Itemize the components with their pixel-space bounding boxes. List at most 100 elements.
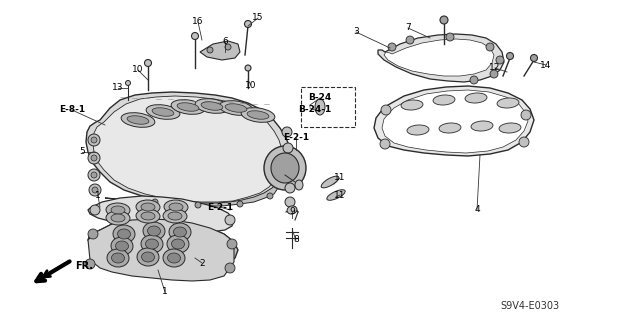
Text: 6: 6 <box>222 38 228 47</box>
Ellipse shape <box>407 125 429 135</box>
Polygon shape <box>382 90 528 153</box>
Ellipse shape <box>106 211 130 225</box>
Text: E-2-1: E-2-1 <box>283 133 309 143</box>
Ellipse shape <box>137 248 159 266</box>
Ellipse shape <box>121 113 155 127</box>
Circle shape <box>285 197 295 207</box>
Text: 5: 5 <box>79 147 85 157</box>
Ellipse shape <box>497 98 519 108</box>
Circle shape <box>470 76 478 84</box>
Polygon shape <box>200 41 240 60</box>
Text: S9V4-E0303: S9V4-E0303 <box>500 301 559 311</box>
Circle shape <box>283 143 293 153</box>
Ellipse shape <box>171 100 205 114</box>
Ellipse shape <box>111 237 133 255</box>
Ellipse shape <box>163 209 187 223</box>
Circle shape <box>282 127 292 137</box>
Text: 13: 13 <box>112 84 124 93</box>
Ellipse shape <box>315 99 325 115</box>
Ellipse shape <box>327 190 345 200</box>
Ellipse shape <box>141 235 163 253</box>
Polygon shape <box>384 39 494 76</box>
Text: 8: 8 <box>293 235 299 244</box>
Polygon shape <box>105 182 278 206</box>
Text: 3: 3 <box>353 27 359 36</box>
Ellipse shape <box>163 249 185 267</box>
Circle shape <box>225 263 235 273</box>
Ellipse shape <box>136 209 160 223</box>
Ellipse shape <box>287 206 297 214</box>
Ellipse shape <box>195 99 229 113</box>
Ellipse shape <box>433 95 455 105</box>
Circle shape <box>519 137 529 147</box>
Circle shape <box>506 53 513 60</box>
Circle shape <box>521 110 531 120</box>
Circle shape <box>85 259 95 269</box>
Polygon shape <box>93 96 283 202</box>
Ellipse shape <box>499 123 521 133</box>
Circle shape <box>225 215 235 225</box>
Ellipse shape <box>241 108 275 122</box>
Ellipse shape <box>107 249 129 267</box>
Circle shape <box>195 202 201 208</box>
Ellipse shape <box>169 223 191 241</box>
Ellipse shape <box>173 227 186 237</box>
Polygon shape <box>86 92 292 204</box>
Ellipse shape <box>136 200 160 214</box>
Ellipse shape <box>201 102 223 110</box>
Text: 11: 11 <box>334 190 346 199</box>
Polygon shape <box>374 86 534 156</box>
Ellipse shape <box>111 214 125 222</box>
Ellipse shape <box>169 203 183 211</box>
Circle shape <box>285 183 295 193</box>
Text: 15: 15 <box>252 13 264 23</box>
Ellipse shape <box>271 153 299 183</box>
Circle shape <box>486 43 494 51</box>
Ellipse shape <box>106 203 130 217</box>
Ellipse shape <box>164 200 188 214</box>
Text: E-8-1: E-8-1 <box>59 106 85 115</box>
Ellipse shape <box>115 241 129 251</box>
Text: B-24: B-24 <box>308 93 332 102</box>
Circle shape <box>496 56 504 64</box>
Text: 1: 1 <box>162 287 168 296</box>
Circle shape <box>89 184 101 196</box>
Ellipse shape <box>141 252 154 262</box>
Circle shape <box>388 43 396 51</box>
Ellipse shape <box>167 235 189 253</box>
Polygon shape <box>378 34 504 82</box>
Circle shape <box>191 33 198 40</box>
Circle shape <box>446 33 454 41</box>
Circle shape <box>406 36 414 44</box>
Ellipse shape <box>141 212 155 220</box>
Ellipse shape <box>321 176 339 188</box>
Text: 2: 2 <box>199 258 205 268</box>
Circle shape <box>244 20 252 27</box>
Circle shape <box>227 239 237 249</box>
Circle shape <box>88 134 100 146</box>
Circle shape <box>90 205 100 215</box>
Ellipse shape <box>401 100 423 110</box>
Ellipse shape <box>113 225 135 243</box>
Ellipse shape <box>172 239 184 249</box>
Circle shape <box>91 172 97 178</box>
Circle shape <box>237 201 243 207</box>
Circle shape <box>91 137 97 143</box>
Circle shape <box>125 80 131 85</box>
Ellipse shape <box>295 180 303 190</box>
Ellipse shape <box>264 146 306 190</box>
Ellipse shape <box>111 253 125 263</box>
Ellipse shape <box>145 239 159 249</box>
Circle shape <box>88 229 98 239</box>
Text: E-2-1: E-2-1 <box>207 203 233 211</box>
Text: B-24-1: B-24-1 <box>298 106 332 115</box>
Text: 9: 9 <box>289 207 295 217</box>
Ellipse shape <box>143 222 165 240</box>
Ellipse shape <box>111 206 125 214</box>
Circle shape <box>91 155 97 161</box>
Ellipse shape <box>439 123 461 133</box>
Ellipse shape <box>177 103 199 111</box>
Ellipse shape <box>465 93 487 103</box>
Circle shape <box>92 187 98 193</box>
Text: FR.: FR. <box>75 261 93 271</box>
